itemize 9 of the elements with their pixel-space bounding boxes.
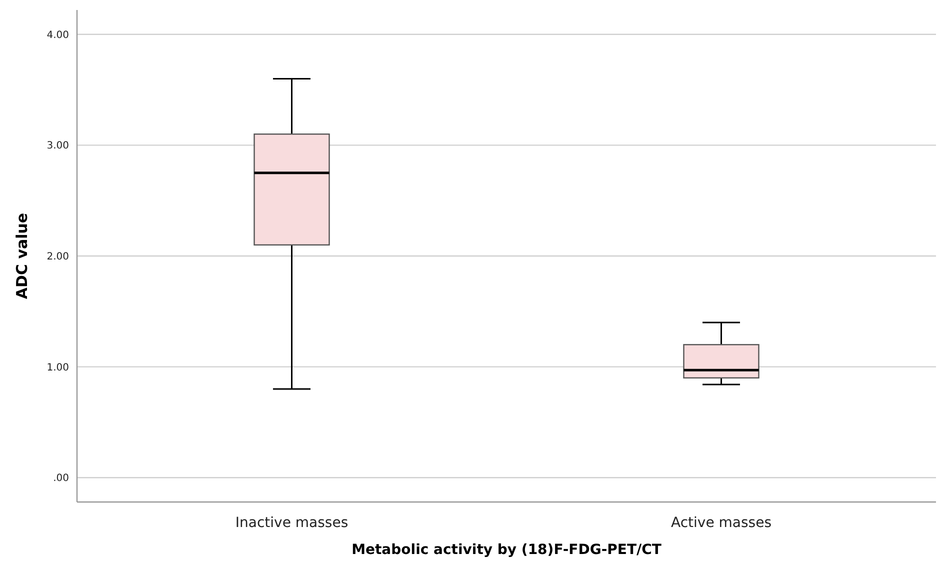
y-tick-label: 4.00 bbox=[46, 30, 69, 41]
y-tick-label: 1.00 bbox=[46, 362, 69, 374]
y-tick-label: 2.00 bbox=[46, 252, 69, 262]
y-axis-title: ADC value bbox=[13, 212, 31, 300]
x-tick-label: Active masses bbox=[671, 515, 772, 531]
y-tick-label: .00 bbox=[53, 473, 69, 484]
x-axis-title: Metabolic activity by (18)F-FDG-PET/CT bbox=[352, 542, 662, 558]
y-tick-label: 3.00 bbox=[46, 140, 69, 152]
x-tick-label: Inactive masses bbox=[235, 515, 348, 531]
